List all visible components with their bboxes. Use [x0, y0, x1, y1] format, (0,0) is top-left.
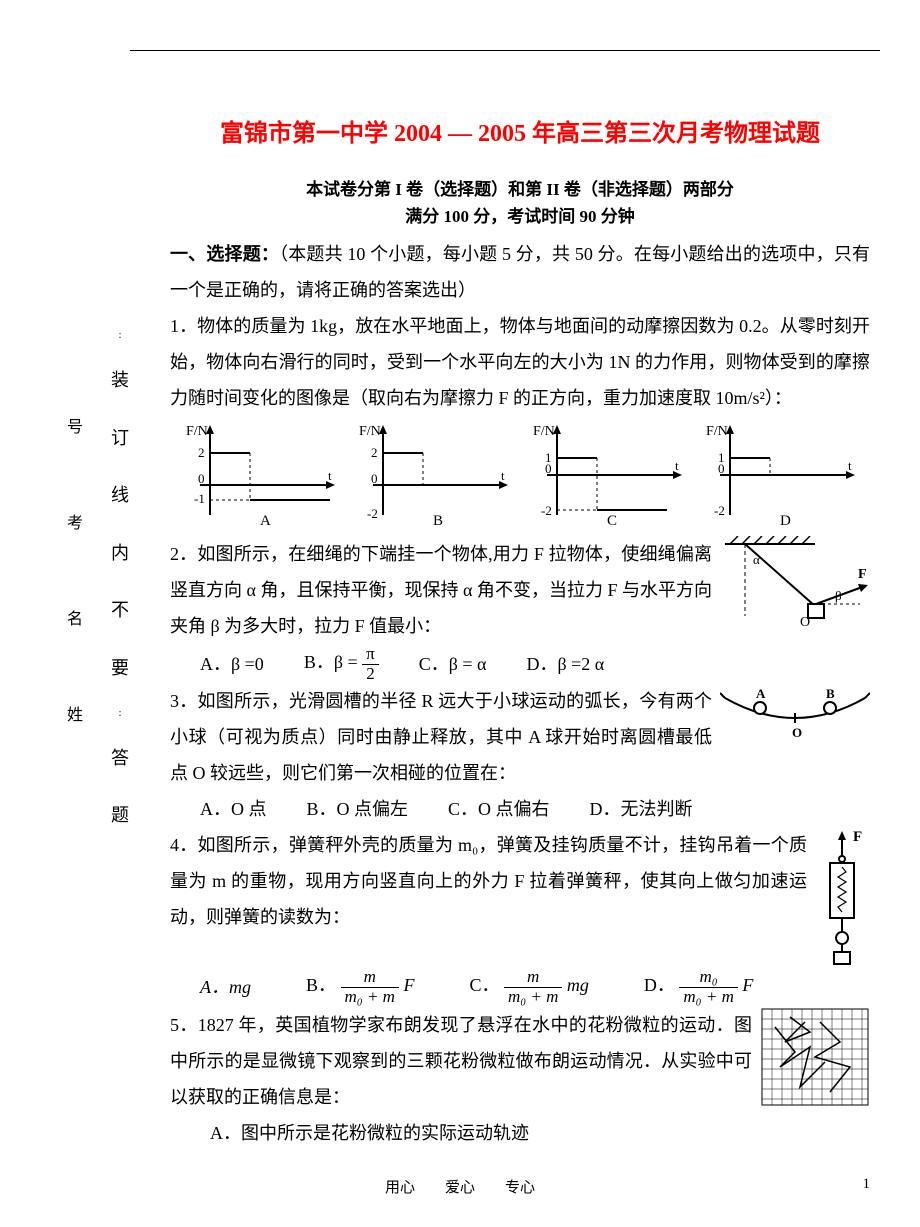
margin-char: 装 [100, 352, 140, 410]
q5-opt-A: A．图中所示是花粉微粒的实际运动轨迹 [170, 1115, 870, 1151]
opt-A: A．β =0 [200, 646, 264, 682]
footer: 用心 爱心 专心 1 [0, 1176, 920, 1197]
svg-text:t: t [328, 468, 332, 483]
svg-text:-2: -2 [541, 503, 552, 518]
margin-char: 不 [100, 582, 140, 640]
svg-text:β: β [835, 588, 842, 603]
opt-B: B．O 点偏左 [307, 791, 409, 827]
margin-label: 姓 [60, 668, 90, 764]
opt-D: D．无法判断 [590, 791, 693, 827]
opt-B: B． mm₀ + m F [306, 967, 414, 1006]
frac-pi-2: π2 [362, 645, 379, 683]
margin-label: 号 [60, 380, 90, 476]
svg-text:F/N: F/N [706, 424, 728, 439]
q4-options: A．mg B． mm₀ + m F C． mm₀ + m mg D． m₀m₀ … [170, 967, 870, 1006]
svg-text:-1: -1 [194, 491, 205, 506]
svg-text:0: 0 [718, 461, 725, 476]
margin-char: : [100, 698, 140, 730]
footer-motto: 用心 爱心 专心 [385, 1180, 535, 1196]
question-1: 1．物体的质量为 1kg，放在水平地面上，物体与地面间的动摩擦因数为 0.2。从… [170, 308, 870, 416]
margin-labels: 号 考 名 姓 [60, 380, 90, 764]
q3-figure: A B O [720, 683, 870, 743]
question-4: F 4．如图所示，弹簧秤外壳的质量为 m₀，弹簧及挂钩质量不计，挂钩吊着一个质量… [170, 827, 870, 935]
graph-A: F/N 2 0 -1 t A [180, 420, 340, 530]
question-3: A B O 3．如图所示，光滑圆槽的半径 R 远大于小球运动的弧长，今有两个小球… [170, 683, 870, 791]
graph-D: F/N 1 0 -2 t D [700, 420, 860, 530]
svg-text:t: t [675, 458, 679, 473]
top-rule [130, 50, 880, 51]
q5-figure [760, 1007, 870, 1107]
margin-char: : [100, 320, 140, 352]
svg-text:2: 2 [198, 445, 205, 460]
section-head: 一、选择题： [170, 244, 279, 264]
svg-text:F: F [858, 567, 867, 582]
q5-text: 5．1827 年，英国植物学家布朗发现了悬浮在水中的花粉微粒的运动．图中所示的是… [170, 1015, 752, 1107]
svg-text:A: A [756, 686, 766, 701]
content: 富锦市第一中学 2004 — 2005 年高三第三次月考物理试题 本试卷分第 I… [170, 110, 870, 1151]
svg-text:B: B [433, 513, 443, 529]
svg-text:F/N: F/N [359, 424, 381, 439]
margin-label: 考 [60, 476, 90, 572]
svg-text:-2: -2 [367, 506, 378, 521]
margin-label: 名 [60, 572, 90, 668]
opt-C: C． mm₀ + m mg [469, 967, 588, 1006]
subtitle: 本试卷分第 I 卷（选择题）和第 II 卷（非选择题）两部分 满分 100 分，… [170, 176, 870, 230]
opt-B: B．β = π2 [304, 644, 379, 683]
margin-char: 线 [100, 467, 140, 525]
opt-A: A．O 点 [200, 791, 267, 827]
svg-text:C: C [607, 513, 617, 529]
graph-B: F/N 2 0 -2 t B [353, 420, 513, 530]
svg-text:B: B [826, 686, 835, 701]
svg-text:F/N: F/N [186, 424, 208, 439]
q3-options: A．O 点 B．O 点偏左 C．O 点偏右 D．无法判断 [170, 791, 870, 827]
svg-text:0: 0 [198, 471, 205, 486]
svg-text:α: α [753, 552, 760, 567]
q1-graphs: F/N 2 0 -1 t A F/N 2 0 -2 t [180, 420, 860, 530]
section-1-header: 一、选择题：（本题共 10 个小题，每小题 5 分，共 50 分。在每小题给出的… [170, 236, 870, 308]
margin-char: 订 [100, 410, 140, 468]
question-2: α F β O 2．如图所示，在细绳的下端挂一个物体,用力 F 拉物体，使细绳偏… [170, 536, 870, 644]
svg-text:O: O [792, 725, 802, 740]
binding-margin: : 装 订 线 内 不 要 : 答 题 号 考 名 姓 [100, 320, 140, 845]
question-5: 5．1827 年，英国植物学家布朗发现了悬浮在水中的花粉微粒的运动．图中所示的是… [170, 1007, 870, 1115]
opt-D: D．β =2 α [526, 646, 604, 682]
svg-text:0: 0 [371, 471, 378, 486]
svg-text:t: t [501, 468, 505, 483]
svg-text:D: D [780, 513, 791, 529]
q4-text: 4．如图所示，弹簧秤外壳的质量为 m₀，弹簧及挂钩质量不计，挂钩吊着一个质量为 … [170, 835, 807, 927]
svg-text:0: 0 [545, 461, 552, 476]
q4-figure: F [815, 827, 870, 967]
exam-title: 富锦市第一中学 2004 — 2005 年高三第三次月考物理试题 [170, 110, 870, 158]
q2-figure: α F β O [720, 536, 870, 641]
svg-text:A: A [260, 513, 271, 529]
svg-text:O: O [800, 615, 810, 630]
svg-text:-2: -2 [714, 503, 725, 518]
q2-options: A．β =0 B．β = π2 C．β = α D．β =2 α [170, 644, 870, 683]
svg-text:2: 2 [371, 445, 378, 460]
margin-char: 答 [100, 730, 140, 788]
margin-char: 内 [100, 525, 140, 583]
opt-D: D． m₀m₀ + m F [644, 967, 753, 1006]
svg-text:F/N: F/N [533, 424, 555, 439]
page: : 装 订 线 内 不 要 : 答 题 号 考 名 姓 富锦市第一中学 2004… [0, 0, 920, 1227]
opt-A: A．mg [200, 969, 251, 1005]
graph-C: F/N 1 0 -2 t C [527, 420, 687, 530]
q3-text: 3．如图所示，光滑圆槽的半径 R 远大于小球运动的弧长，今有两个小球（可视为质点… [170, 691, 712, 783]
svg-text:t: t [848, 458, 852, 473]
page-number: 1 [863, 1176, 871, 1193]
opt-C: C．O 点偏右 [448, 791, 550, 827]
subtitle-line1: 本试卷分第 I 卷（选择题）和第 II 卷（非选择题）两部分 [306, 180, 734, 199]
margin-char: 要 [100, 640, 140, 698]
q2-text: 2．如图所示，在细绳的下端挂一个物体,用力 F 拉物体，使细绳偏离竖直方向 α … [170, 544, 712, 636]
svg-text:F: F [853, 829, 862, 845]
opt-C: C．β = α [419, 646, 487, 682]
subtitle-line2: 满分 100 分，考试时间 90 分钟 [405, 207, 635, 226]
margin-char: 题 [100, 787, 140, 845]
